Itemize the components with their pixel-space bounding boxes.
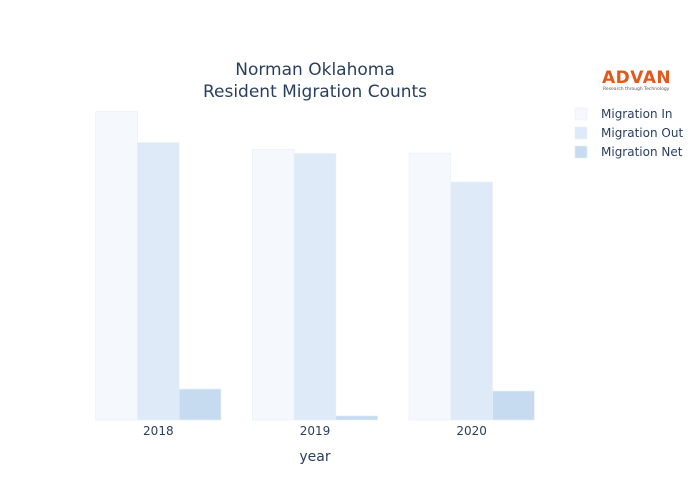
chart-title-line-2: Resident Migration Counts bbox=[203, 82, 427, 102]
legend-swatch-migration-in[interactable] bbox=[574, 107, 588, 121]
plot-area bbox=[95, 111, 535, 421]
x-axis-ticks: 2018 2019 2020 bbox=[143, 424, 487, 438]
bar-migration-net-2019 bbox=[335, 415, 378, 421]
bar-migration-out-2020 bbox=[450, 181, 493, 421]
legend-label-migration-net[interactable]: Migration Net bbox=[601, 145, 683, 159]
bar-migration-out-2018 bbox=[137, 142, 180, 421]
bar-migration-in-2020 bbox=[408, 152, 452, 421]
legend: Migration In Migration Out Migration Net bbox=[574, 107, 683, 159]
bar-migration-net-2020 bbox=[492, 390, 535, 421]
advan-logo: ADVAN Research through Technology bbox=[602, 68, 671, 92]
x-tick-label-2018: 2018 bbox=[143, 424, 174, 438]
x-tick-label-2020: 2020 bbox=[456, 424, 487, 438]
bar-migration-in-2019 bbox=[252, 149, 295, 421]
chart-title-line-1: Norman Oklahoma bbox=[235, 60, 394, 80]
legend-label-migration-out[interactable]: Migration Out bbox=[601, 126, 683, 140]
bar-migration-out-2019 bbox=[293, 153, 337, 421]
legend-label-migration-in[interactable]: Migration In bbox=[601, 107, 673, 121]
x-tick-label-2019: 2019 bbox=[300, 424, 331, 438]
legend-swatch-migration-out[interactable] bbox=[574, 126, 588, 140]
legend-swatch-migration-net[interactable] bbox=[574, 145, 588, 159]
svg-text:Research through Technology: Research through Technology bbox=[603, 86, 670, 92]
x-axis-title: year bbox=[299, 449, 330, 465]
bar-migration-in-2018 bbox=[95, 111, 138, 421]
svg-text:ADVAN: ADVAN bbox=[602, 68, 671, 88]
bar-migration-net-2018 bbox=[178, 388, 222, 421]
